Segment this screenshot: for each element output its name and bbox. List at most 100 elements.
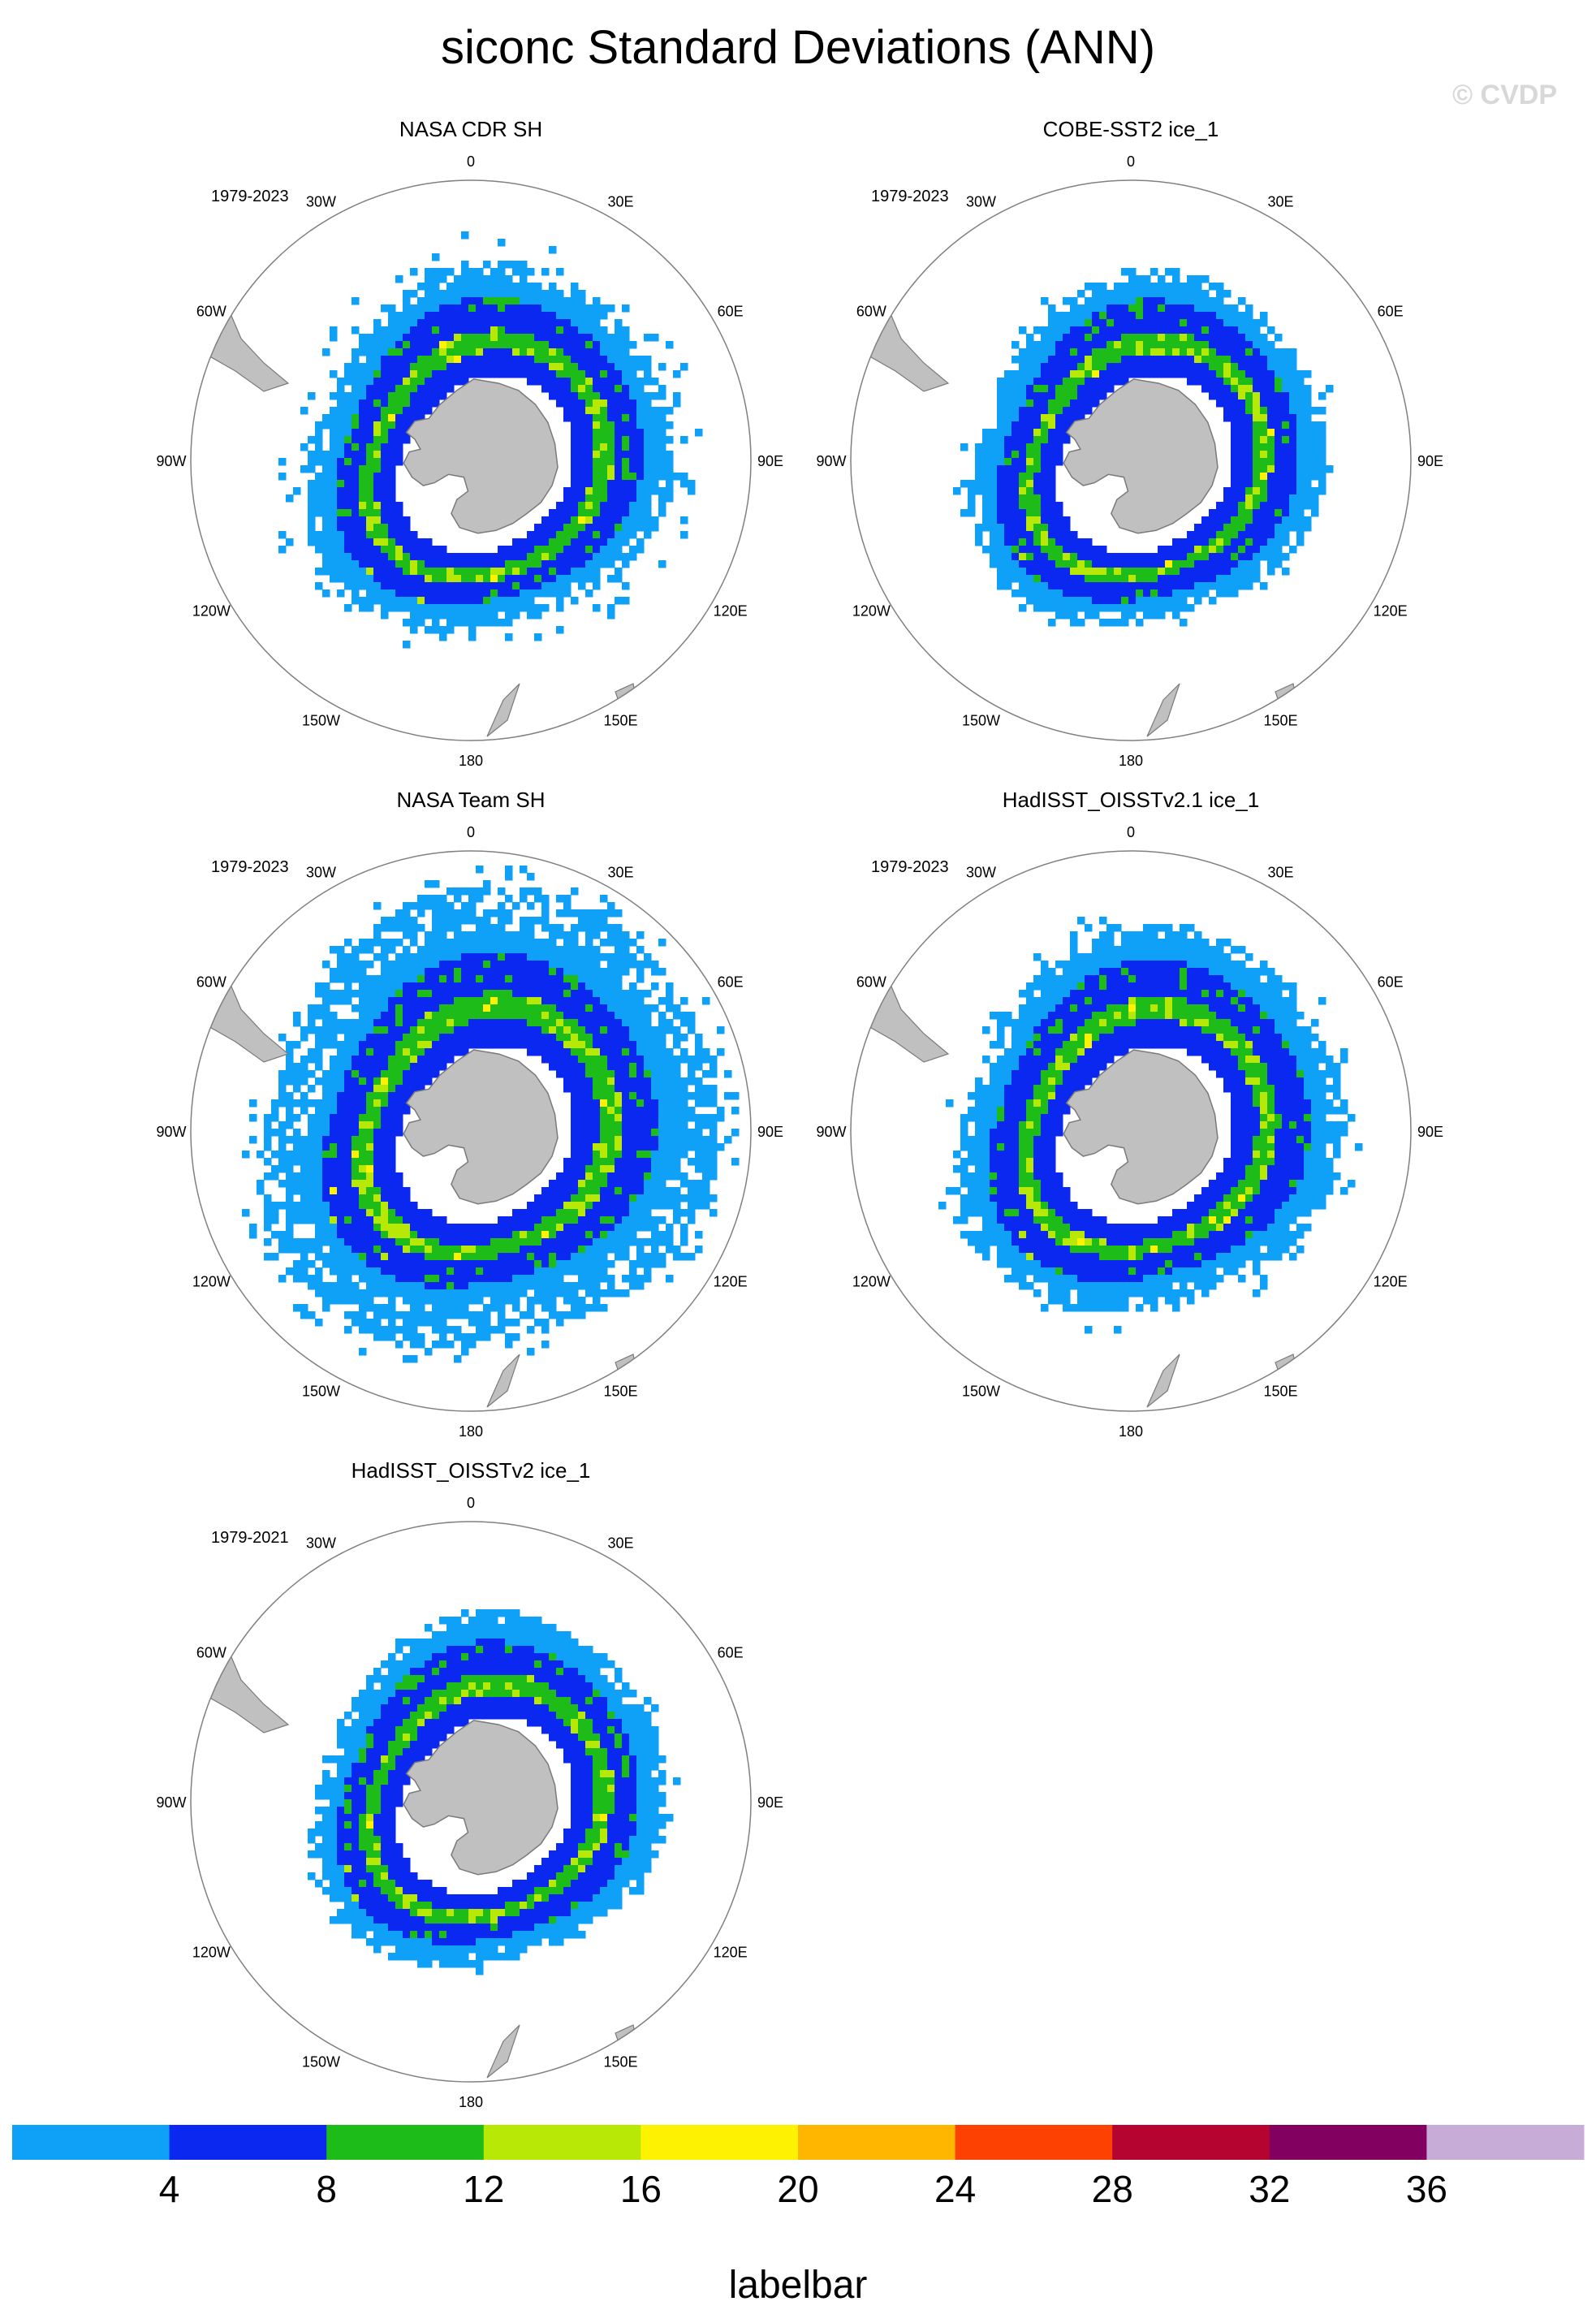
longitude-label: 180	[1119, 753, 1143, 769]
labelbar-tick: 8	[316, 2168, 337, 2210]
longitude-label: 120W	[852, 1274, 891, 1290]
longitude-label: 30W	[966, 193, 996, 209]
longitude-label: 120E	[1374, 603, 1408, 620]
panel-title: HadISST_OISSTv2 ice_1	[352, 1458, 591, 1483]
panel-period: 1979-2023	[211, 858, 289, 876]
longitude-label: 180	[1119, 1423, 1143, 1440]
longitude-label: 90W	[156, 1124, 186, 1140]
map-field	[206, 1609, 681, 2079]
longitude-label: 120E	[714, 1274, 748, 1290]
longitude-label: 0	[467, 1495, 475, 1511]
labelbar-tick: 36	[1406, 2168, 1447, 2210]
new-zealand-landmass	[486, 1354, 520, 1408]
south-america-landmass	[206, 304, 290, 392]
longitude-label: 150W	[302, 1384, 340, 1400]
antarctica-landmass	[1063, 1049, 1219, 1205]
south-america-landmass	[866, 304, 950, 392]
labelbar-tick: 4	[159, 2168, 180, 2210]
labelbar-swatch	[169, 2125, 327, 2160]
map-field	[866, 268, 1334, 737]
longitude-label: 120W	[192, 1274, 231, 1290]
longitude-label: 90E	[1417, 1124, 1443, 1140]
map-panel: NASA CDR SH 1979-2023 0 30E 60E 90E 120E 150E 18…	[156, 117, 783, 769]
longitude-label: 150E	[1263, 713, 1297, 729]
tasmania-landmass	[615, 683, 638, 709]
longitude-label: 90E	[757, 453, 783, 469]
new-zealand-landmass	[1146, 1354, 1180, 1408]
longitude-label: 60E	[718, 1645, 744, 1661]
tasmania-landmass	[615, 1354, 638, 1380]
map-panels: NASA CDR SH 1979-2023 0 30E 60E 90E 120E 150E 18…	[156, 117, 1443, 2110]
longitude-label: 30W	[306, 864, 336, 880]
longitude-label: 90W	[816, 1124, 846, 1140]
antarctica-landmass	[1063, 378, 1219, 534]
panel-period: 1979-2021	[211, 1529, 289, 1547]
panel-title: HadISST_OISSTv2.1 ice_1	[1003, 788, 1259, 812]
longitude-label: 0	[1127, 153, 1135, 170]
labelbar-swatch	[641, 2125, 799, 2160]
longitude-label: 150E	[603, 2054, 637, 2070]
longitude-label: 90W	[816, 453, 846, 469]
longitude-label: 60E	[718, 304, 744, 320]
labelbar-swatch	[1426, 2125, 1585, 2160]
longitude-label: 180	[459, 1423, 483, 1440]
new-zealand-landmass	[486, 2024, 520, 2079]
labelbar-tick: 28	[1092, 2168, 1133, 2210]
longitude-label: 150E	[603, 713, 637, 729]
longitude-label: 60W	[856, 304, 886, 320]
map-border	[850, 850, 1412, 1412]
longitude-label: 30E	[607, 1535, 633, 1551]
longitude-label: 60E	[1378, 974, 1404, 991]
longitude-label: 90W	[156, 453, 186, 469]
antarctica-landmass	[403, 378, 559, 534]
longitude-label: 30W	[306, 1535, 336, 1551]
longitude-label: 150E	[1263, 1384, 1297, 1400]
south-america-landmass	[206, 975, 290, 1063]
labelbar-tick: 12	[463, 2168, 504, 2210]
labelbar-swatch	[12, 2125, 170, 2160]
longitude-label: 30E	[607, 193, 633, 209]
map-panel: COBE-SST2 ice_1 1979-2023 0 30E 60E 90E 120E 15…	[816, 117, 1443, 769]
labelbar-swatch	[955, 2125, 1113, 2160]
south-america-landmass	[866, 975, 950, 1063]
main-title: siconc Standard Deviations (ANN)	[441, 21, 1155, 74]
longitude-label: 120W	[852, 603, 891, 620]
longitude-label: 120E	[1374, 1274, 1408, 1290]
longitude-label: 60W	[196, 304, 226, 320]
labelbar-tick: 32	[1249, 2168, 1290, 2210]
longitude-label: 60E	[718, 974, 744, 991]
longitude-label: 0	[1127, 824, 1135, 840]
longitude-label: 30E	[1267, 864, 1293, 880]
labelbar-swatch	[1112, 2125, 1270, 2160]
map-field	[866, 917, 1363, 1408]
labelbar-tick: 24	[934, 2168, 976, 2210]
panel-title: COBE-SST2 ice_1	[1043, 117, 1219, 141]
longitude-label: 0	[467, 824, 475, 840]
labelbar-tick: 20	[777, 2168, 818, 2210]
labelbar-swatch	[1269, 2125, 1427, 2160]
antarctica-landmass	[403, 1049, 559, 1205]
longitude-label: 30E	[607, 864, 633, 880]
longitude-label: 60E	[1378, 304, 1404, 320]
longitude-label: 90E	[1417, 453, 1443, 469]
tasmania-landmass	[1275, 1354, 1298, 1380]
longitude-label: 30W	[966, 864, 996, 880]
longitude-label: 150E	[603, 1384, 637, 1400]
labelbar-label: labelbar	[729, 2264, 868, 2307]
map-border	[190, 179, 752, 741]
tasmania-landmass	[1275, 683, 1298, 709]
longitude-label: 150W	[962, 713, 1000, 729]
longitude-label: 150W	[302, 2054, 340, 2070]
longitude-label: 120E	[714, 603, 748, 620]
watermark: © CVDP	[1452, 80, 1557, 110]
longitude-label: 0	[467, 153, 475, 170]
longitude-label: 90E	[757, 1794, 783, 1811]
map-border	[190, 850, 752, 1412]
longitude-label: 30W	[306, 193, 336, 209]
map-field	[206, 866, 740, 1408]
map-field	[206, 231, 703, 737]
map-panel: NASA Team SH 1979-2023 0 30E 60E 90E 120E 150E 1…	[156, 788, 783, 1440]
longitude-label: 120E	[714, 1945, 748, 1961]
labelbar: 4 8 12 16 20 24 28 32 36 labelbar	[12, 2125, 1585, 2307]
longitude-label: 60W	[196, 974, 226, 991]
